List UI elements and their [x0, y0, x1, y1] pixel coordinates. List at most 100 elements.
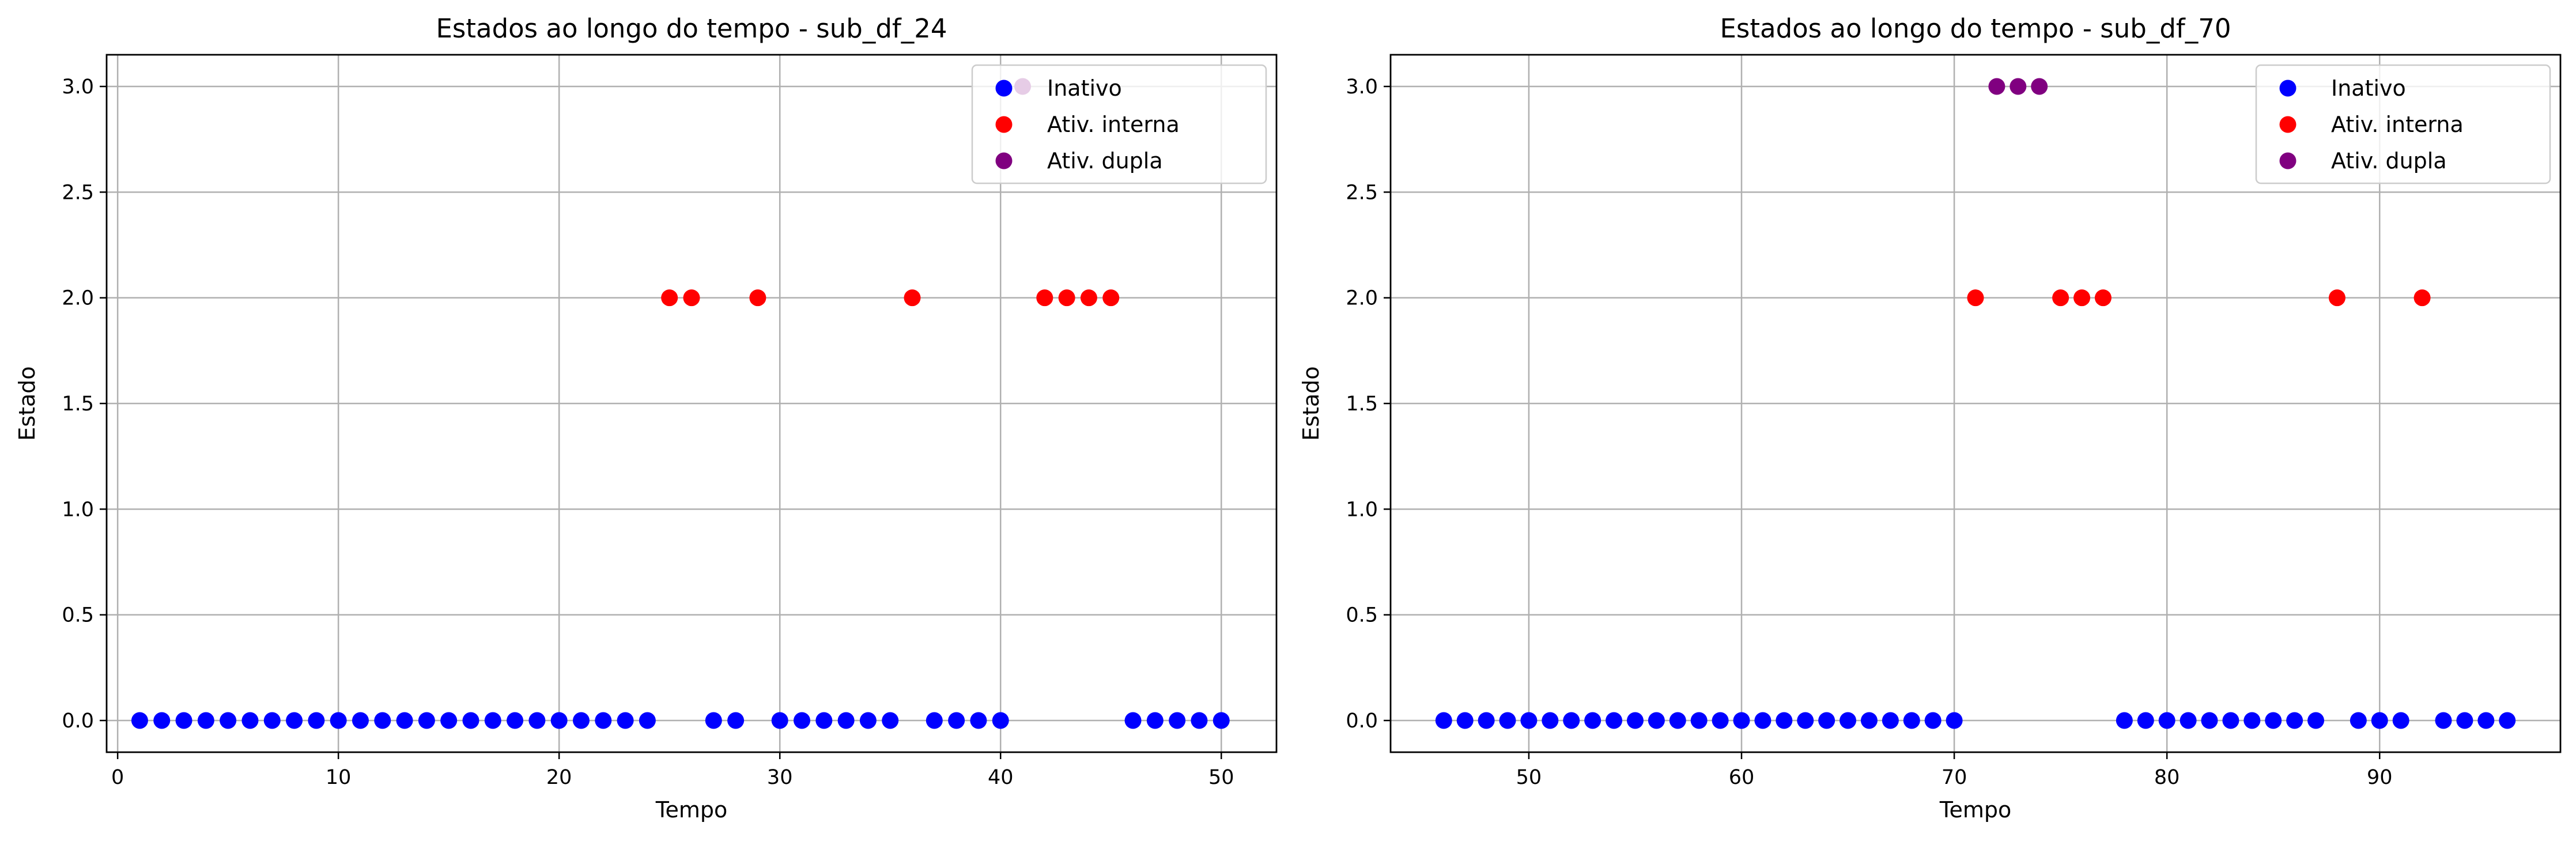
point-inativo — [617, 712, 634, 729]
point-inativo — [528, 712, 546, 729]
point-ativ-interna — [1036, 289, 1053, 307]
point-ativ-interna — [2328, 289, 2345, 307]
point-inativo — [970, 712, 987, 729]
point-inativo — [1191, 712, 1208, 729]
point-inativo — [1882, 712, 1899, 729]
point-inativo — [2243, 712, 2261, 729]
legend-marker — [2279, 80, 2297, 97]
point-inativo — [1754, 712, 1772, 729]
point-inativo — [2350, 712, 2367, 729]
x-tick-label: 40 — [988, 766, 1014, 789]
point-inativo — [2222, 712, 2239, 729]
point-inativo — [2435, 712, 2452, 729]
point-inativo — [1690, 712, 1708, 729]
legend-marker — [2279, 116, 2297, 133]
chart-panel-2: Inativo Ativ. interna Ativ. dupla 50 60 70 80 9… — [1298, 13, 2562, 823]
point-ativ-interna — [1102, 289, 1120, 307]
legend-marker — [995, 80, 1013, 97]
point-inativo — [1903, 712, 1920, 729]
point-inativo — [771, 712, 788, 729]
y-tick-label: 0.5 — [62, 604, 94, 627]
x-tick-label: 80 — [2154, 766, 2180, 789]
point-inativo — [1563, 712, 1580, 729]
point-inativo — [352, 712, 369, 729]
point-inativo — [2116, 712, 2133, 729]
point-inativo — [794, 712, 811, 729]
legend-marker — [2279, 152, 2297, 169]
point-inativo — [1542, 712, 1559, 729]
y-tick-label: 3.0 — [62, 76, 94, 99]
point-ativ-interna — [749, 289, 766, 307]
point-inativo — [1456, 712, 1474, 729]
point-inativo — [2180, 712, 2197, 729]
point-ativ-dupla — [2031, 78, 2048, 95]
point-inativo — [197, 712, 214, 729]
y-tick-label: 0.0 — [62, 710, 94, 733]
chart-panel-1: Inativo Ativ. interna Ativ. dupla 0 10 20 30 40… — [14, 13, 1278, 823]
point-inativo — [2456, 712, 2473, 729]
point-inativo — [175, 712, 192, 729]
y-tick-label: 0.5 — [1346, 604, 1378, 627]
legend-label: Inativo — [2331, 76, 2406, 101]
point-inativo — [882, 712, 899, 729]
point-ativ-interna — [1967, 289, 1984, 307]
point-ativ-dupla — [2010, 78, 2027, 95]
point-ativ-dupla — [1988, 78, 2005, 95]
point-inativo — [926, 712, 943, 729]
point-inativo — [572, 712, 590, 729]
point-inativo — [1946, 712, 1963, 729]
point-inativo — [2307, 712, 2325, 729]
y-tick-label: 1.5 — [62, 393, 94, 416]
point-ativ-interna — [661, 289, 678, 307]
x-tick-label: 30 — [767, 766, 793, 789]
point-inativo — [1669, 712, 1686, 729]
point-inativo — [1733, 712, 1750, 729]
y-tick-label: 3.0 — [1346, 76, 1378, 99]
point-inativo — [2477, 712, 2495, 729]
point-inativo — [396, 712, 413, 729]
point-inativo — [1124, 712, 1142, 729]
y-tick-label: 0.0 — [1346, 710, 1378, 733]
y-tick-label: 2.5 — [62, 181, 94, 204]
x-tick-label: 70 — [1942, 766, 1967, 789]
y-tick-label: 1.0 — [62, 498, 94, 521]
point-ativ-interna — [2073, 289, 2091, 307]
point-inativo — [837, 712, 855, 729]
point-inativo — [153, 712, 171, 729]
point-inativo — [1520, 712, 1538, 729]
point-inativo — [1648, 712, 1665, 729]
point-inativo — [1478, 712, 1495, 729]
point-inativo — [1626, 712, 1644, 729]
legend-box — [971, 64, 1267, 184]
legend: Inativo Ativ. interna Ativ. dupla — [2255, 64, 2551, 184]
point-inativo — [484, 712, 501, 729]
y-tick-label: 1.5 — [1346, 393, 1378, 416]
y-tick-label: 2.0 — [1346, 287, 1378, 310]
x-tick-label: 50 — [1516, 766, 1542, 789]
point-inativo — [2286, 712, 2303, 729]
point-inativo — [1499, 712, 1516, 729]
point-ativ-interna — [904, 289, 921, 307]
point-inativo — [815, 712, 833, 729]
point-inativo — [1797, 712, 1814, 729]
point-inativo — [639, 712, 656, 729]
x-tick-label: 0 — [111, 766, 124, 789]
point-inativo — [2371, 712, 2388, 729]
point-inativo — [705, 712, 722, 729]
y-tick-label: 2.0 — [62, 287, 94, 310]
point-inativo — [1818, 712, 1835, 729]
point-inativo — [2201, 712, 2218, 729]
point-inativo — [263, 712, 281, 729]
point-inativo — [550, 712, 568, 729]
point-inativo — [1146, 712, 1164, 729]
point-inativo — [131, 712, 148, 729]
point-inativo — [992, 712, 1009, 729]
x-axis-label: Tempo — [1939, 797, 2012, 823]
point-ativ-interna — [2413, 289, 2431, 307]
x-axis-label: Tempo — [655, 797, 728, 823]
legend-label: Inativo — [1047, 76, 1122, 101]
legend-label: Ativ. interna — [1047, 112, 1180, 137]
point-inativo — [859, 712, 877, 729]
point-inativo — [286, 712, 303, 729]
